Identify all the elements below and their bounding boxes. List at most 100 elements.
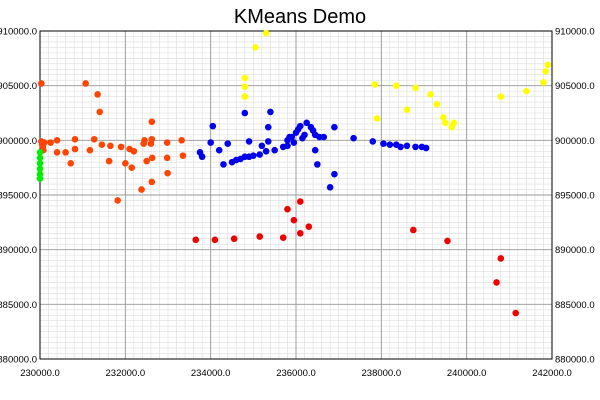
scatter-point (105, 157, 113, 165)
scatter-point (439, 114, 447, 121)
scatter-point (290, 216, 298, 224)
scatter-point (371, 81, 379, 88)
scatter-point (303, 119, 310, 127)
scatter-point (262, 147, 270, 155)
scatter-point (178, 137, 185, 144)
y-tick-label-right: 910000.0 (555, 27, 595, 38)
scatter-point (331, 170, 338, 178)
scatter-point (71, 135, 79, 143)
scatter-point (98, 141, 106, 149)
scatter-point (427, 91, 434, 98)
scatter-point (90, 135, 98, 143)
scatter-point (207, 139, 214, 146)
scatter-point (373, 115, 381, 122)
x-tick-label: 242000.0 (532, 368, 572, 379)
scatter-point (40, 139, 48, 146)
scatter-point (224, 140, 232, 147)
scatter-point (250, 152, 257, 159)
scatter-point (264, 123, 272, 131)
scatter-point (497, 93, 505, 100)
scatter-point (148, 118, 156, 126)
scatter-point (386, 141, 394, 149)
scatter-point (326, 184, 334, 191)
x-tick-label: 240000.0 (447, 368, 487, 379)
scatter-point (71, 145, 79, 153)
scatter-point (284, 142, 291, 150)
x-tick-label: 236000.0 (276, 368, 316, 379)
scatter-point (241, 93, 249, 100)
scatter-point (544, 61, 552, 69)
scatter-point (62, 149, 69, 156)
y-tick-label-left: 905000.0 (0, 81, 37, 92)
scatter-point (241, 74, 249, 82)
scatter-point (220, 161, 227, 168)
y-tick-label-left: 880000.0 (0, 355, 37, 366)
scatter-point (296, 229, 304, 237)
scatter-point (215, 146, 223, 154)
scatter-point (497, 255, 505, 262)
scatter-point (198, 153, 206, 161)
scatter-point (211, 236, 219, 244)
scatter-point (290, 139, 298, 146)
y-tick-label-left: 885000.0 (0, 300, 37, 311)
y-tick-label-right: 880000.0 (555, 355, 595, 366)
data-points (36, 29, 552, 317)
scatter-point (36, 165, 44, 173)
scatter-point (86, 146, 94, 154)
scatter-point (512, 309, 520, 317)
scatter-point (94, 91, 101, 98)
scatter-point (412, 143, 419, 151)
scatter-point (117, 143, 125, 151)
scatter-point (433, 100, 441, 108)
scatter-point (163, 139, 171, 146)
scatter-point (36, 175, 44, 182)
scatter-point (403, 142, 411, 150)
scatter-point (397, 143, 404, 151)
scatter-point (350, 134, 357, 142)
scatter-point (192, 236, 200, 244)
scatter-point (96, 108, 104, 116)
scatter-point (442, 119, 449, 127)
scatter-point (262, 29, 270, 37)
scatter-point (320, 133, 328, 141)
axes: 230000.0 232000.0 234000.0 236000.0 238000.0… (0, 27, 595, 380)
scatter-point (245, 138, 253, 145)
scatter-point (114, 197, 121, 204)
scatter-point (288, 133, 296, 141)
scatter-point (311, 146, 319, 154)
scatter-point (143, 157, 150, 165)
scatter-point (314, 161, 321, 168)
y-tick-label-right: 905000.0 (555, 81, 595, 92)
scatter-point (148, 154, 156, 162)
y-tick-label-right: 890000.0 (555, 245, 595, 256)
scatter-point (301, 131, 308, 139)
x-tick-label: 234000.0 (191, 368, 231, 379)
x-tick-label: 238000.0 (362, 368, 402, 379)
chart-title: KMeans Demo (234, 6, 366, 28)
scatter-point (271, 146, 278, 154)
scatter-point (36, 159, 44, 167)
scatter-point (36, 154, 44, 162)
scatter-point (163, 154, 171, 162)
x-tick-label: 232000.0 (106, 368, 146, 379)
scatter-point (130, 147, 138, 155)
y-tick-label-right: 885000.0 (555, 300, 595, 311)
y-tick-label-left: 895000.0 (0, 191, 37, 202)
scatter-point (267, 108, 274, 116)
scatter-point (209, 122, 217, 130)
scatter-point (138, 186, 145, 193)
scatter-point (422, 144, 430, 152)
scatter-point (540, 79, 547, 86)
scatter-point (256, 151, 264, 158)
scatter-point (36, 149, 44, 156)
scatter-point (179, 152, 187, 159)
scatter-point (410, 226, 417, 234)
scatter-point (82, 80, 89, 87)
scatter-point (67, 159, 75, 167)
y-tick-label-right: 900000.0 (555, 136, 595, 147)
scatter-point (305, 223, 313, 231)
scatter-point (230, 235, 238, 243)
scatter-point (523, 87, 530, 95)
plot-frame (39, 30, 553, 360)
